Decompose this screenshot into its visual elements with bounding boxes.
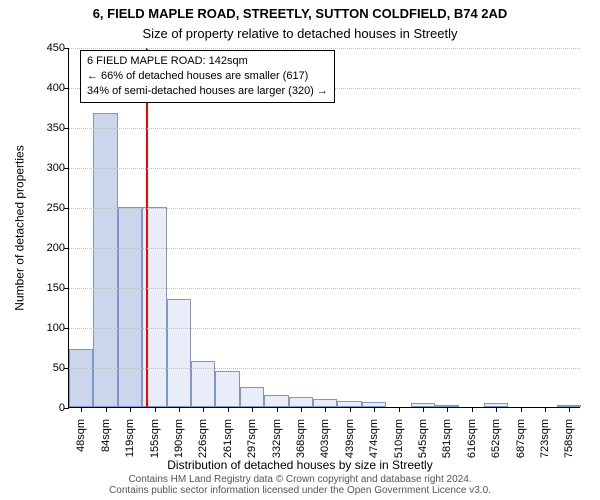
grid-line bbox=[69, 248, 580, 249]
x-tick-label: 439sqm bbox=[344, 419, 356, 458]
x-tick-mark bbox=[447, 407, 448, 412]
x-tick-label: 119sqm bbox=[124, 419, 136, 457]
x-tick-label: 226sqm bbox=[197, 419, 209, 458]
x-tick-mark bbox=[496, 407, 497, 412]
page-subtitle: Size of property relative to detached ho… bbox=[0, 26, 600, 41]
x-tick-mark bbox=[130, 407, 131, 412]
y-tick-label: 100 bbox=[47, 322, 65, 334]
x-tick-label: 261sqm bbox=[222, 419, 234, 458]
x-tick-label: 190sqm bbox=[173, 419, 185, 458]
x-tick-label: 510sqm bbox=[393, 419, 405, 458]
grid-line bbox=[69, 48, 580, 49]
x-tick-label: 581sqm bbox=[441, 419, 453, 458]
x-tick-mark bbox=[301, 407, 302, 412]
x-tick-label: 616sqm bbox=[466, 419, 478, 458]
grid-line bbox=[69, 208, 580, 209]
grid-line bbox=[69, 128, 580, 129]
annotation-line-1: 6 FIELD MAPLE ROAD: 142sqm bbox=[87, 54, 328, 69]
x-tick-label: 474sqm bbox=[368, 419, 380, 458]
x-tick-mark bbox=[472, 407, 473, 412]
y-tick-label: 200 bbox=[47, 242, 65, 254]
bar bbox=[289, 397, 313, 407]
y-axis-label: Number of detached properties bbox=[12, 48, 28, 408]
x-tick-mark bbox=[423, 407, 424, 412]
grid-line bbox=[69, 328, 580, 329]
y-tick-label: 250 bbox=[47, 202, 65, 214]
bar bbox=[93, 113, 117, 407]
bar bbox=[313, 399, 337, 407]
x-tick-mark bbox=[350, 407, 351, 412]
chart-root: 6, FIELD MAPLE ROAD, STREETLY, SUTTON CO… bbox=[0, 0, 600, 500]
x-tick-mark bbox=[569, 407, 570, 412]
x-tick-mark bbox=[179, 407, 180, 412]
x-tick-label: 758sqm bbox=[563, 419, 575, 458]
annotation-line-3: 34% of semi-detached houses are larger (… bbox=[87, 84, 328, 99]
y-tick-label: 300 bbox=[47, 162, 65, 174]
x-tick-mark bbox=[325, 407, 326, 412]
x-tick-mark bbox=[228, 407, 229, 412]
x-tick-mark bbox=[399, 407, 400, 412]
y-tick-label: 400 bbox=[47, 82, 65, 94]
grid-line bbox=[69, 368, 580, 369]
x-tick-label: 48sqm bbox=[75, 419, 87, 452]
footer: Contains HM Land Registry data © Crown c… bbox=[0, 474, 600, 496]
x-tick-mark bbox=[81, 407, 82, 412]
x-tick-label: 155sqm bbox=[149, 419, 161, 458]
x-tick-mark bbox=[545, 407, 546, 412]
bar bbox=[118, 207, 142, 407]
bar bbox=[240, 387, 264, 407]
x-tick-mark bbox=[155, 407, 156, 412]
grid-line bbox=[69, 288, 580, 289]
y-tick-label: 50 bbox=[53, 362, 65, 374]
x-tick-mark bbox=[252, 407, 253, 412]
x-tick-label: 297sqm bbox=[246, 419, 258, 458]
page-title: 6, FIELD MAPLE ROAD, STREETLY, SUTTON CO… bbox=[0, 6, 600, 21]
x-tick-mark bbox=[374, 407, 375, 412]
x-tick-label: 403sqm bbox=[319, 419, 331, 458]
x-tick-label: 723sqm bbox=[539, 419, 551, 458]
x-tick-label: 368sqm bbox=[295, 419, 307, 458]
y-tick-label: 350 bbox=[47, 122, 65, 134]
bar bbox=[167, 299, 191, 407]
bar bbox=[69, 349, 93, 407]
bar bbox=[264, 395, 288, 407]
x-tick-mark bbox=[106, 407, 107, 412]
footer-line-1: Contains HM Land Registry data © Crown c… bbox=[128, 474, 471, 485]
x-tick-label: 332sqm bbox=[271, 419, 283, 458]
grid-line bbox=[69, 168, 580, 169]
x-tick-label: 687sqm bbox=[515, 419, 527, 458]
bar bbox=[215, 371, 239, 407]
x-tick-mark bbox=[203, 407, 204, 412]
x-tick-label: 545sqm bbox=[417, 419, 429, 458]
x-tick-mark bbox=[277, 407, 278, 412]
y-tick-label: 0 bbox=[59, 402, 65, 414]
y-tick-label: 150 bbox=[47, 282, 65, 294]
x-axis-label: Distribution of detached houses by size … bbox=[0, 458, 600, 472]
footer-line-2: Contains public sector information licen… bbox=[109, 485, 491, 496]
y-tick-label: 450 bbox=[47, 42, 65, 54]
x-tick-label: 84sqm bbox=[100, 419, 112, 452]
x-tick-label: 652sqm bbox=[490, 419, 502, 458]
annotation-box: 6 FIELD MAPLE ROAD: 142sqm ← 66% of deta… bbox=[80, 50, 335, 103]
annotation-line-2: ← 66% of detached houses are smaller (61… bbox=[87, 69, 328, 84]
x-tick-mark bbox=[521, 407, 522, 412]
